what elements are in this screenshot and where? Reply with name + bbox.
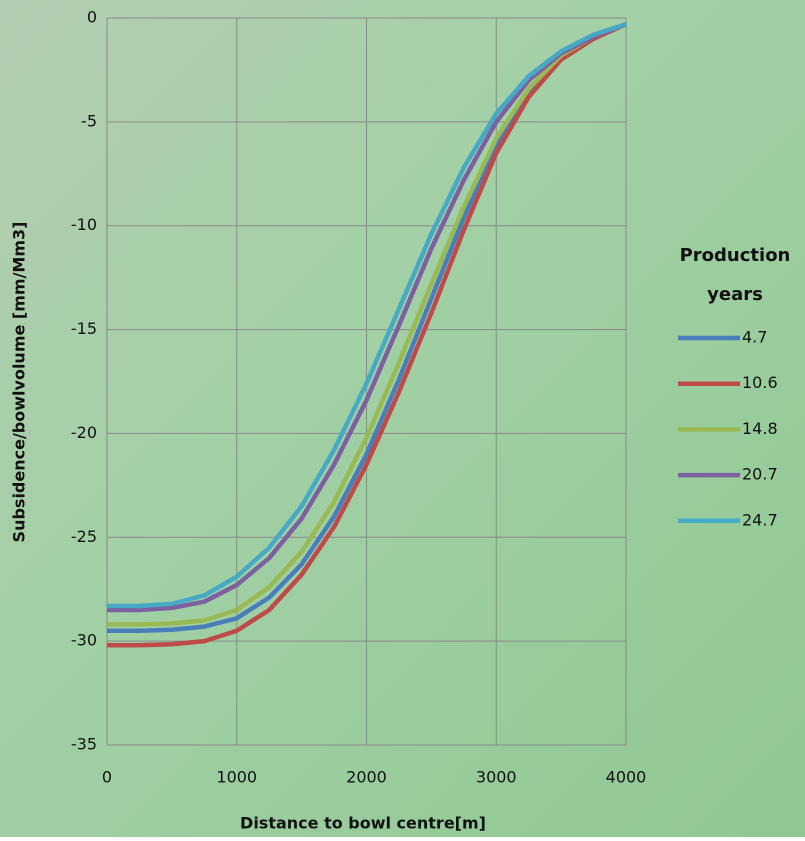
legend-label: 4.7: [742, 328, 767, 347]
y-tick-label: -5: [81, 111, 97, 130]
y-axis-label: Subsidence/bowlvolume [mm/Mm3]: [10, 222, 29, 543]
legend-label: 10.6: [742, 373, 778, 392]
x-tick-label: 3000: [476, 768, 517, 787]
y-tick-label: -25: [71, 527, 97, 546]
x-tick-label: 1000: [216, 768, 257, 787]
y-tick-label: -35: [71, 735, 97, 754]
x-tick-label: 0: [102, 768, 112, 787]
x-axis-label: Distance to bowl centre[m]: [240, 814, 486, 833]
legend-label: 14.8: [742, 419, 778, 438]
x-tick-label: 2000: [346, 768, 387, 787]
legend-label: 20.7: [742, 465, 778, 484]
legend-label: 24.7: [742, 510, 778, 529]
y-tick-label: -15: [71, 319, 97, 338]
y-tick-label: 0: [87, 8, 97, 27]
background: [0, 0, 805, 837]
y-tick-label: -20: [71, 423, 97, 442]
y-tick-label: -30: [71, 631, 97, 650]
chart: Distance to bowl centre[m] Subsidence/bo…: [0, 0, 805, 837]
x-tick-label: 4000: [606, 768, 647, 787]
y-tick-label: -10: [71, 215, 97, 234]
